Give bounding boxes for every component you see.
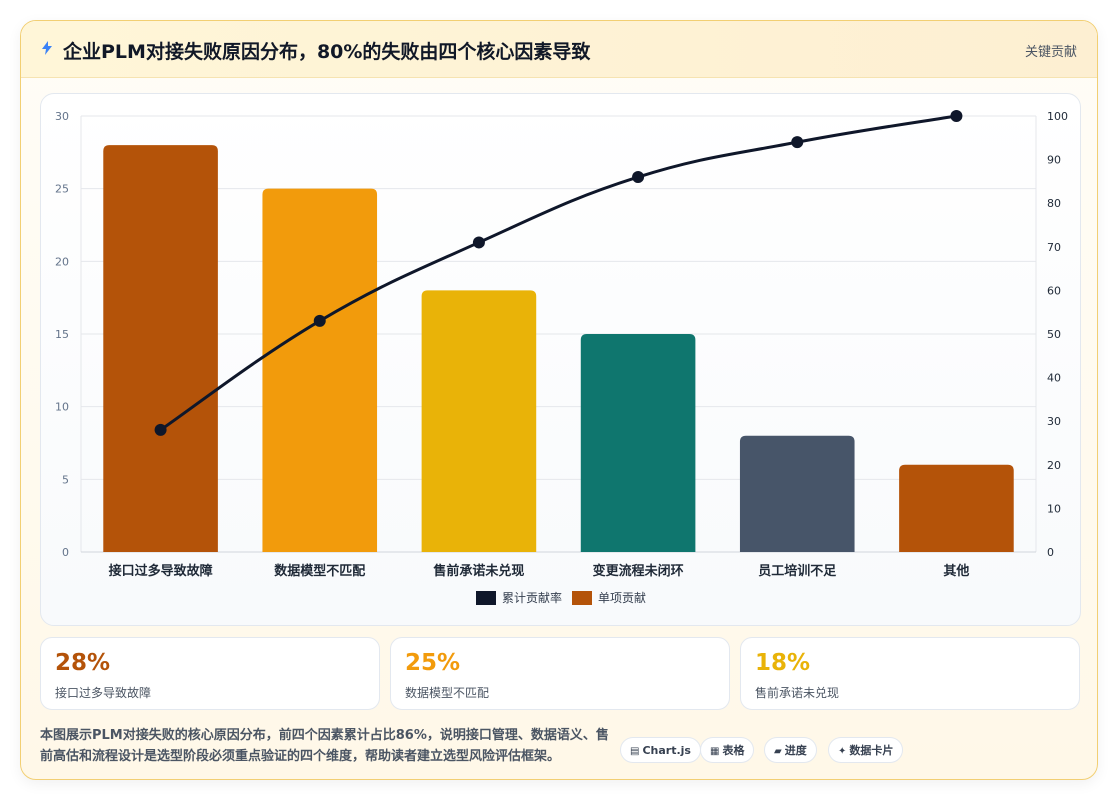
line-point bbox=[632, 171, 645, 184]
badge-label: 进度 bbox=[784, 744, 807, 757]
line-point bbox=[472, 236, 485, 249]
legend-swatch bbox=[476, 591, 496, 605]
x-tick-label: 变更流程未闭环 bbox=[593, 563, 684, 579]
progress-icon: ▰ bbox=[774, 746, 782, 757]
y-left-tick-label: 0 bbox=[62, 546, 69, 559]
bar bbox=[421, 290, 537, 552]
chart-icon: ▤ bbox=[630, 746, 640, 757]
y-left-tick-label: 25 bbox=[55, 183, 69, 196]
card-header: 企业PLM对接失败原因分布，80%的失败由四个核心因素导致 关键贡献 bbox=[21, 21, 1097, 78]
y-left-tick-label: 30 bbox=[55, 110, 69, 123]
legend-swatch bbox=[572, 591, 592, 605]
table-icon: ▦ bbox=[710, 746, 720, 757]
y-right-tick-label: 60 bbox=[1047, 284, 1061, 297]
pareto-chart: 0 5 10 15 20 25 30 0 10 20 30 40 50 60 70 80 90 100 接口过多导致… bbox=[55, 110, 1068, 605]
bar bbox=[739, 435, 855, 552]
stat-value: 18% bbox=[755, 650, 811, 676]
badge-label: 表格 bbox=[722, 744, 745, 757]
stat-card-2: 25% 数据模型不匹配 bbox=[390, 637, 730, 710]
bar bbox=[899, 464, 1014, 552]
badge-data-card[interactable]: ✦ 数据卡片 bbox=[828, 737, 904, 763]
sparkle-icon: ✦ bbox=[838, 746, 847, 757]
bar bbox=[103, 145, 218, 553]
x-tick-label: 其他 bbox=[943, 563, 969, 579]
y-right-tick-label: 70 bbox=[1047, 241, 1061, 254]
line-point bbox=[154, 423, 167, 436]
y-right-tick-label: 0 bbox=[1047, 546, 1054, 559]
legend-label: 单项贡献 bbox=[598, 590, 646, 605]
bar bbox=[262, 188, 378, 552]
report-card: 企业PLM对接失败原因分布，80%的失败由四个核心因素导致 关键贡献 0 5 10 1… bbox=[20, 20, 1098, 780]
stat-label: 数据模型不匹配 bbox=[405, 686, 490, 700]
stat-label: 接口过多导致故障 bbox=[55, 686, 152, 700]
stat-label: 售前承诺未兑现 bbox=[755, 686, 840, 700]
x-tick-label: 员工培训不足 bbox=[758, 563, 837, 579]
y-right-tick-label: 80 bbox=[1047, 197, 1061, 210]
badge-label: Chart.js bbox=[642, 744, 691, 757]
y-right-tick-label: 100 bbox=[1047, 110, 1068, 123]
stat-value: 25% bbox=[405, 650, 461, 676]
badge-label: 数据卡片 bbox=[849, 744, 894, 757]
stat-card-3: 18% 售前承诺未兑现 bbox=[740, 637, 1080, 710]
y-left-tick-label: 5 bbox=[62, 473, 69, 486]
line-point bbox=[791, 136, 804, 149]
x-tick-label: 数据模型不匹配 bbox=[274, 563, 365, 579]
y-right-tick-label: 50 bbox=[1047, 328, 1061, 341]
chart-panel: 0 5 10 15 20 25 30 0 10 20 30 40 50 60 70 80 90 100 接口过多导致… bbox=[40, 93, 1081, 626]
page-title: 企业PLM对接失败原因分布，80%的失败由四个核心因素导致 bbox=[63, 41, 591, 63]
stat-card-1: 28% 接口过多导致故障 bbox=[40, 637, 380, 710]
y-right-tick-label: 30 bbox=[1047, 415, 1061, 428]
y-left-tick-label: 10 bbox=[55, 401, 69, 414]
cumulative-line bbox=[159, 114, 957, 432]
stat-value: 28% bbox=[55, 650, 111, 676]
badge-chartjs[interactable]: ▤ Chart.js bbox=[620, 737, 701, 763]
lightning-icon bbox=[42, 41, 52, 55]
y-right-tick-label: 40 bbox=[1047, 372, 1061, 385]
bar bbox=[580, 334, 696, 552]
y-right-tick-label: 20 bbox=[1047, 459, 1061, 472]
x-tick-label: 售前承诺未兑现 bbox=[433, 563, 524, 579]
y-right-tick-label: 10 bbox=[1047, 502, 1061, 515]
line-point bbox=[313, 314, 326, 327]
header-tag: 关键贡献 bbox=[1024, 45, 1077, 60]
badge-table[interactable]: ▦ 表格 bbox=[700, 737, 755, 763]
legend-label: 累计贡献率 bbox=[502, 590, 562, 605]
y-left-tick-label: 15 bbox=[55, 328, 69, 341]
y-left-tick-label: 20 bbox=[55, 255, 69, 268]
chart-description: 本图展示PLM对接失败的核心原因分布，前四个因素累计占比86%，说明接口管理、数… bbox=[40, 728, 609, 764]
badge-progress[interactable]: ▰ 进度 bbox=[764, 737, 817, 763]
line-point bbox=[950, 110, 963, 122]
y-right-tick-label: 90 bbox=[1047, 154, 1061, 167]
x-tick-label: 接口过多导致故障 bbox=[109, 563, 213, 579]
